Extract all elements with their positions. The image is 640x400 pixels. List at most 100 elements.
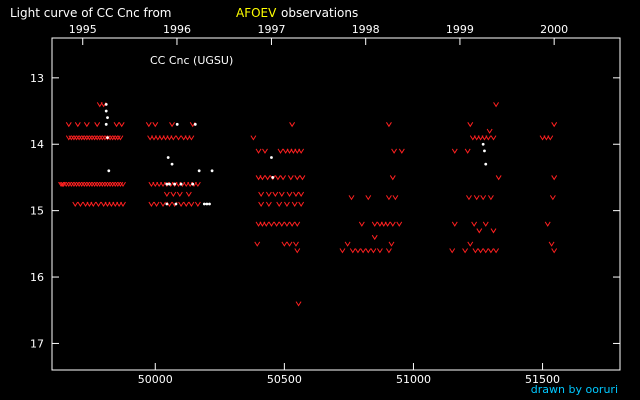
fainter-than-marker [78, 181, 85, 188]
fainter-than-marker [176, 191, 183, 197]
fainter-than-marker [548, 241, 555, 247]
fainter-than-marker [65, 181, 72, 188]
fainter-than-marker [60, 181, 67, 188]
fainter-than-marker [449, 248, 456, 254]
observation-point [104, 103, 108, 106]
fainter-than-marker [76, 181, 83, 188]
fainter-than-marker [99, 135, 106, 141]
fainter-than-marker [73, 181, 80, 188]
fainter-than-marker [467, 241, 474, 247]
observation-point [173, 182, 177, 186]
fainter-than-marker [551, 122, 558, 128]
fainter-than-marker [284, 221, 290, 227]
fainter-than-marker [99, 181, 106, 188]
fainter-than-marker [490, 135, 497, 141]
observation-point [484, 162, 488, 166]
fainter-than-marker [94, 181, 101, 188]
fainter-than-marker [72, 201, 79, 207]
chart-title-highlight: AFOEV [236, 6, 277, 20]
fainter-than-marker [175, 135, 182, 141]
fainter-than-marker [360, 248, 367, 254]
y-tick-label: 15 [30, 205, 44, 218]
fainter-than-marker [94, 122, 101, 128]
fainter-than-marker [107, 181, 114, 188]
fainter-than-marker [170, 191, 177, 197]
fainter-than-marker [188, 201, 195, 207]
fainter-than-marker [188, 135, 195, 141]
fainter-than-marker [277, 148, 284, 154]
fainter-than-marker [163, 191, 170, 197]
x-tick-label-top: 1995 [69, 23, 97, 36]
fainter-than-marker [493, 102, 499, 108]
fainter-than-marker [104, 181, 111, 188]
fainter-than-marker [73, 135, 80, 141]
y-tick-label: 14 [30, 138, 44, 151]
fainter-than-marker [91, 135, 98, 141]
fainter-than-marker [104, 135, 111, 141]
fainter-than-marker [386, 248, 392, 254]
fainter-than-marker [286, 241, 293, 247]
fainter-than-marker [289, 122, 296, 128]
fainter-than-marker [258, 201, 265, 207]
fainter-than-marker [58, 181, 64, 188]
fainter-than-marker [388, 241, 395, 247]
fainter-than-marker [76, 135, 83, 141]
fainter-than-marker [94, 135, 101, 141]
fainter-than-marker [113, 122, 120, 128]
fainter-than-marker [96, 181, 103, 188]
fainter-than-marker [339, 248, 346, 254]
fainter-than-marker [112, 181, 119, 188]
fainter-than-marker [160, 201, 166, 207]
observation-point [106, 136, 109, 140]
x-tick-label-top: 1998 [352, 23, 380, 36]
fainter-than-marker [255, 148, 262, 154]
fainter-than-marker [365, 248, 372, 254]
fainter-than-marker [117, 181, 124, 188]
fainter-than-marker [120, 201, 126, 207]
y-tick-label: 17 [30, 337, 44, 350]
observation-point [205, 202, 209, 206]
plot-frame [51, 37, 621, 371]
fainter-than-marker [291, 201, 298, 207]
observation-point [174, 202, 178, 206]
fainter-than-marker [95, 201, 102, 207]
fainter-than-marker [278, 221, 285, 227]
fainter-than-marker [344, 241, 351, 247]
fainter-than-marker [109, 135, 116, 141]
fainter-than-marker [83, 181, 90, 188]
fainter-than-marker [384, 221, 391, 227]
fainter-than-marker [371, 234, 378, 241]
fainter-than-marker [89, 135, 95, 141]
fainter-than-marker [495, 175, 502, 181]
fainter-than-marker [91, 181, 98, 188]
observation-point [165, 202, 169, 206]
x-tick-label-bottom: 51000 [396, 373, 431, 386]
fainter-than-marker [169, 122, 175, 128]
star-label: CC Cnc (UGSU) [150, 54, 233, 67]
fainter-than-marker [287, 175, 294, 181]
x-tick-label-top: 2000 [540, 23, 568, 36]
fainter-than-marker [117, 135, 124, 141]
fainter-than-marker [81, 135, 88, 141]
fainter-than-marker [294, 221, 301, 227]
fainter-than-marker [96, 135, 103, 141]
fainter-than-marker [391, 148, 398, 154]
fainter-than-marker [90, 201, 97, 207]
fainter-than-marker [487, 195, 494, 201]
x-tick-label-bottom: 51500 [525, 373, 560, 386]
fainter-than-marker [120, 181, 126, 188]
observation-point [197, 169, 201, 173]
fainter-than-marker [482, 221, 489, 227]
observation-point [165, 182, 169, 186]
fainter-than-marker [276, 201, 283, 207]
x-tick-label-top: 1999 [446, 23, 474, 36]
fainter-than-marker [298, 201, 305, 207]
fainter-than-marker [365, 195, 372, 201]
fainter-than-marker [114, 135, 121, 141]
fainter-than-marker [464, 148, 471, 154]
fainter-than-marker [65, 135, 72, 141]
fainter-than-marker [490, 228, 497, 234]
fainter-than-marker [264, 175, 271, 181]
chart-title-prefix: Light curve of CC Cnc from [10, 6, 171, 20]
fainter-than-marker [254, 241, 261, 247]
